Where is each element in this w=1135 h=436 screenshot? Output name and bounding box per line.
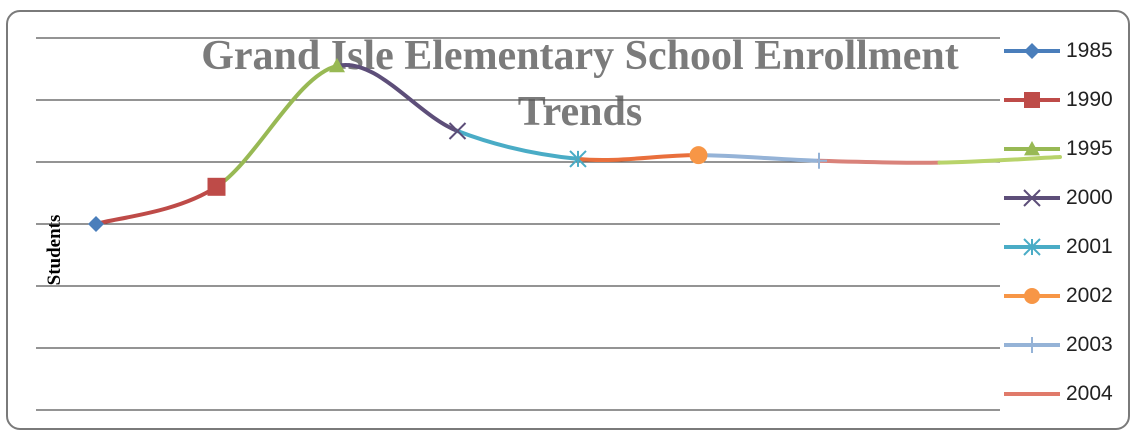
data-point-marker [88, 216, 104, 232]
series-line-segment [696, 153, 821, 163]
legend-item: 2002 [1000, 279, 1130, 328]
data-point-marker [448, 122, 467, 140]
legend-item: 2000 [1000, 181, 1130, 230]
legend-swatch [1004, 189, 1060, 207]
data-point-marker [811, 152, 827, 169]
series-line-segment [576, 153, 701, 163]
data-point-marker [1023, 238, 1041, 256]
legend-item: 1990 [1000, 83, 1130, 132]
series-line-segment [937, 155, 1062, 165]
series-line-segment [817, 158, 942, 165]
legend-label: 2003 [1066, 333, 1113, 356]
legend-swatch [1004, 288, 1060, 304]
series-line-segment [335, 62, 460, 133]
legend-item: 2001 [1000, 230, 1130, 279]
legend-swatch [1004, 392, 1060, 396]
legend-item: 1995 [1000, 132, 1130, 181]
data-point-marker [1024, 337, 1040, 353]
chart-legend: 1985 1990 1995 2000 2001 2002 2003 2004 [1000, 34, 1130, 426]
data-point-marker [1023, 189, 1041, 207]
data-point-marker [329, 57, 345, 73]
legend-swatch [1004, 141, 1060, 156]
data-point-marker [1024, 288, 1040, 304]
data-point-marker [1024, 43, 1040, 59]
data-point-marker [569, 150, 587, 168]
series-line-segment [455, 129, 580, 161]
series-line-segment [214, 63, 339, 189]
legend-label: 2004 [1066, 382, 1113, 405]
legend-label: 1985 [1066, 39, 1113, 62]
legend-swatch [1004, 43, 1060, 59]
legend-label: 2002 [1066, 284, 1113, 307]
series-line-segment [94, 184, 219, 226]
data-point-marker [1024, 141, 1040, 156]
legend-item: 1985 [1000, 34, 1130, 83]
legend-item: 2003 [1000, 328, 1130, 377]
legend-swatch [1004, 92, 1060, 108]
data-point-marker [207, 177, 226, 196]
legend-label: 1995 [1066, 137, 1113, 160]
legend-swatch [1004, 337, 1060, 353]
data-point-marker [1024, 92, 1040, 108]
legend-label: 2000 [1066, 186, 1113, 209]
legend-swatch [1004, 238, 1060, 256]
legend-label: 2001 [1066, 235, 1113, 258]
legend-item: 2004 [1000, 377, 1130, 426]
legend-label: 1990 [1066, 88, 1113, 111]
chart-frame [6, 10, 1130, 430]
data-point-marker [689, 146, 708, 165]
